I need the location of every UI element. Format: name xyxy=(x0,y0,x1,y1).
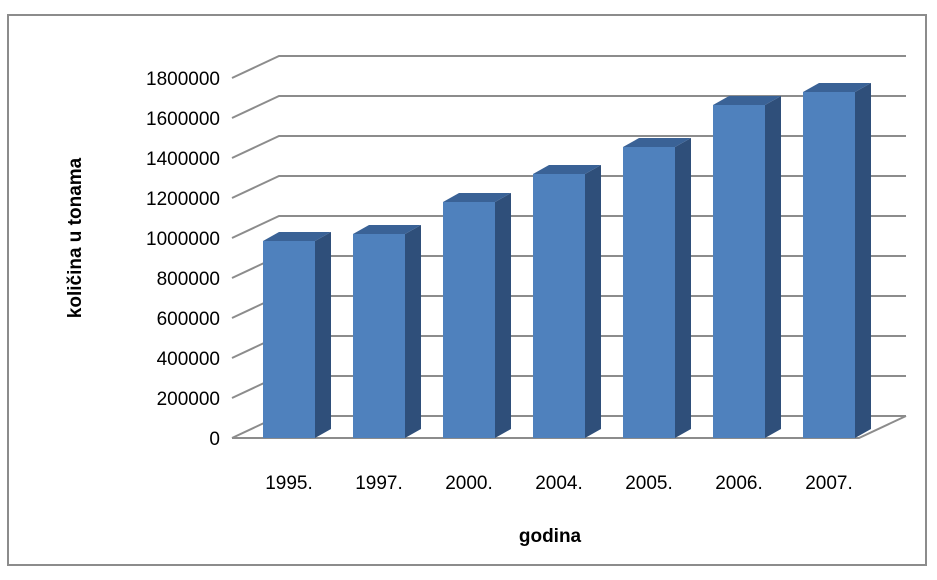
floor-edge xyxy=(232,415,907,439)
y-tick-label: 600000 xyxy=(157,309,220,330)
x-axis-title: godina xyxy=(519,526,582,547)
bar xyxy=(713,96,781,438)
bar xyxy=(443,193,511,438)
x-tick-labels: 1995. 1997. 2000. 2004. 2005. 2006. 2007. xyxy=(265,473,853,494)
y-tick-label: 1200000 xyxy=(146,189,220,210)
bar-side xyxy=(675,138,691,438)
bar-top xyxy=(713,96,781,105)
bar-top xyxy=(443,193,511,202)
y-tick-labels: 0 200000 400000 600000 800000 1000000 1200000 1… xyxy=(146,69,220,450)
bar-side xyxy=(495,193,511,438)
bar xyxy=(353,225,421,438)
bar-top xyxy=(263,232,331,241)
bar xyxy=(623,138,691,438)
y-tick-label: 0 xyxy=(209,429,220,450)
x-tick-label: 2004. xyxy=(535,473,583,494)
y-tick-label: 1800000 xyxy=(146,69,220,90)
gridline xyxy=(231,175,906,199)
bar-front xyxy=(533,174,585,438)
bar xyxy=(533,165,601,438)
x-tick-label: 2000. xyxy=(445,473,493,494)
bar-top xyxy=(623,138,691,147)
x-tick-label: 2007. xyxy=(805,473,853,494)
y-axis-title: količina u tonama xyxy=(65,157,86,318)
gridline xyxy=(231,95,906,119)
chart-frame: 0 200000 400000 600000 800000 1000000 1200000 1… xyxy=(7,14,927,566)
bar xyxy=(263,232,331,438)
gridline xyxy=(231,215,906,239)
bar-front xyxy=(713,105,765,438)
bar-side xyxy=(315,232,331,438)
bar-front xyxy=(803,92,855,438)
bar-chart: 0 200000 400000 600000 800000 1000000 1200000 1… xyxy=(65,55,907,547)
x-tick-label: 2005. xyxy=(625,473,673,494)
y-tick-label: 1400000 xyxy=(146,149,220,170)
y-tick-label: 400000 xyxy=(157,349,220,370)
bar-side xyxy=(855,83,871,438)
bar-top xyxy=(533,165,601,174)
bar-side xyxy=(405,225,421,438)
y-tick-label: 200000 xyxy=(157,389,220,410)
bar-front xyxy=(443,202,495,438)
bar-top xyxy=(803,83,871,92)
bar-front xyxy=(353,234,405,438)
y-tick-label: 1000000 xyxy=(146,229,220,250)
bars xyxy=(263,83,871,438)
x-tick-label: 1995. xyxy=(265,473,313,494)
gridline xyxy=(231,135,906,159)
x-tick-label: 1997. xyxy=(355,473,403,494)
y-tick-label: 1600000 xyxy=(146,109,220,130)
bar-side xyxy=(765,96,781,438)
bar-front xyxy=(263,241,315,438)
gridline xyxy=(231,55,906,79)
x-tick-label: 2006. xyxy=(715,473,763,494)
bar xyxy=(803,83,871,438)
bar-front xyxy=(623,147,675,438)
bar-top xyxy=(353,225,421,234)
bar-side xyxy=(585,165,601,438)
y-tick-label: 800000 xyxy=(157,269,220,290)
